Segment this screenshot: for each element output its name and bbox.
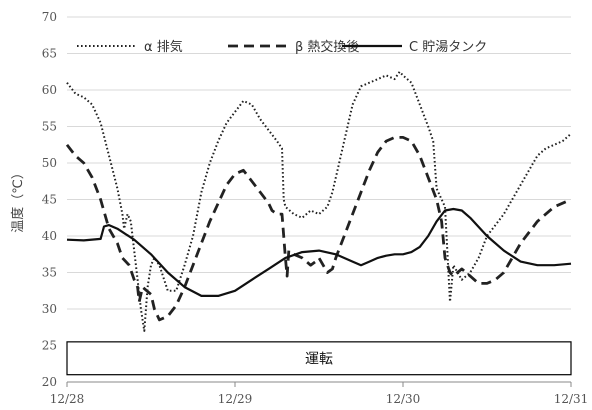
legend-label-1: α 排気 <box>144 39 183 55</box>
operation-band-box <box>66 341 572 376</box>
x-tick-label: 12/31 <box>554 392 589 406</box>
y-tick-label: 60 <box>42 83 57 97</box>
y-tick-label: 45 <box>42 193 57 207</box>
operation-band-label: 運転 <box>305 351 333 367</box>
legend-label-3: C 貯湯タンク <box>409 40 487 55</box>
series-line-2 <box>65 136 572 322</box>
series-line-3 <box>66 207 572 297</box>
operation-band: 運転 <box>66 341 572 376</box>
y-tick-label: 70 <box>42 10 57 24</box>
y-axis-ticks: 20 25 30 35 40 45 50 55 60 65 70 <box>42 10 57 389</box>
series-layer <box>65 70 572 332</box>
legend: α 排気 β 熱交換後 C 貯湯タンク <box>77 39 487 55</box>
series-line-1 <box>66 70 572 332</box>
x-tick-label: 12/29 <box>218 392 253 406</box>
gridlines <box>67 16 571 346</box>
y-tick-label: 30 <box>42 302 57 316</box>
y-axis-label: 温度（℃） <box>10 166 26 233</box>
y-tick-label: 65 <box>42 47 57 61</box>
x-tick-label: 12/30 <box>386 392 421 406</box>
y-tick-label: 35 <box>42 266 57 280</box>
x-tick-label: 12/28 <box>50 392 85 406</box>
y-tick-label: 40 <box>42 229 57 243</box>
y-tick-label: 25 <box>42 339 57 353</box>
y-tick-label: 50 <box>42 156 57 170</box>
y-tick-label: 20 <box>42 375 57 389</box>
legend-label-2: β 熱交換後 <box>295 39 359 55</box>
y-tick-label: 55 <box>42 120 57 134</box>
x-axis-ticks: 12/28 12/29 12/30 12/31 <box>50 382 589 406</box>
